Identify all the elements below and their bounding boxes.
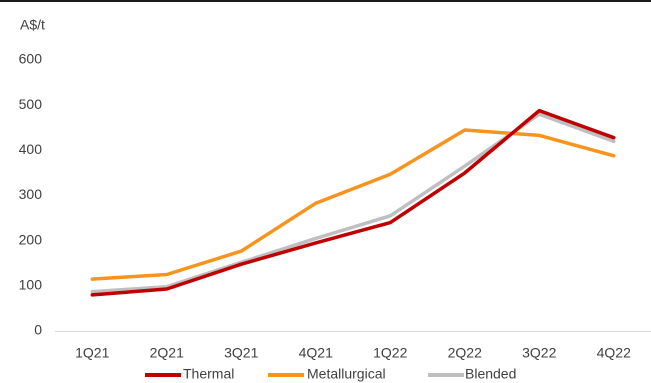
x-tick-label: 2Q22 bbox=[448, 345, 482, 361]
x-tick-label: 2Q21 bbox=[150, 345, 184, 361]
x-tick-label: 4Q21 bbox=[299, 345, 333, 361]
y-axis-unit-label: A$/t bbox=[20, 17, 45, 33]
legend: Thermal Metallurgical Blended bbox=[145, 366, 516, 382]
legend-label-metallurgical: Metallurgical bbox=[307, 366, 386, 382]
x-tick-label: 1Q21 bbox=[75, 345, 109, 361]
y-tick-label: 500 bbox=[19, 96, 43, 112]
series-lines bbox=[90, 108, 616, 297]
series-line-metallurgical bbox=[90, 128, 616, 281]
x-tick-label: 3Q21 bbox=[224, 345, 258, 361]
series-line-thermal bbox=[90, 108, 616, 297]
x-axis-ticks: 1Q21 2Q21 3Q21 4Q21 1Q22 2Q22 3Q22 4Q22 bbox=[75, 345, 631, 361]
legend-label-thermal: Thermal bbox=[183, 366, 234, 382]
y-tick-label: 400 bbox=[19, 141, 43, 157]
y-axis-ticks: 0 100 200 300 400 500 600 bbox=[19, 51, 43, 338]
y-tick-label: 0 bbox=[34, 322, 42, 338]
y-tick-label: 300 bbox=[19, 186, 43, 202]
series-line-blended bbox=[90, 112, 616, 294]
y-tick-label: 600 bbox=[19, 51, 43, 67]
top-border-rule bbox=[0, 0, 651, 2]
y-tick-label: 200 bbox=[19, 231, 43, 247]
legend-label-blended: Blended bbox=[465, 366, 516, 382]
x-tick-label: 1Q22 bbox=[373, 345, 407, 361]
x-tick-label: 4Q22 bbox=[597, 345, 631, 361]
x-tick-label: 3Q22 bbox=[522, 345, 556, 361]
y-tick-label: 100 bbox=[19, 277, 43, 293]
